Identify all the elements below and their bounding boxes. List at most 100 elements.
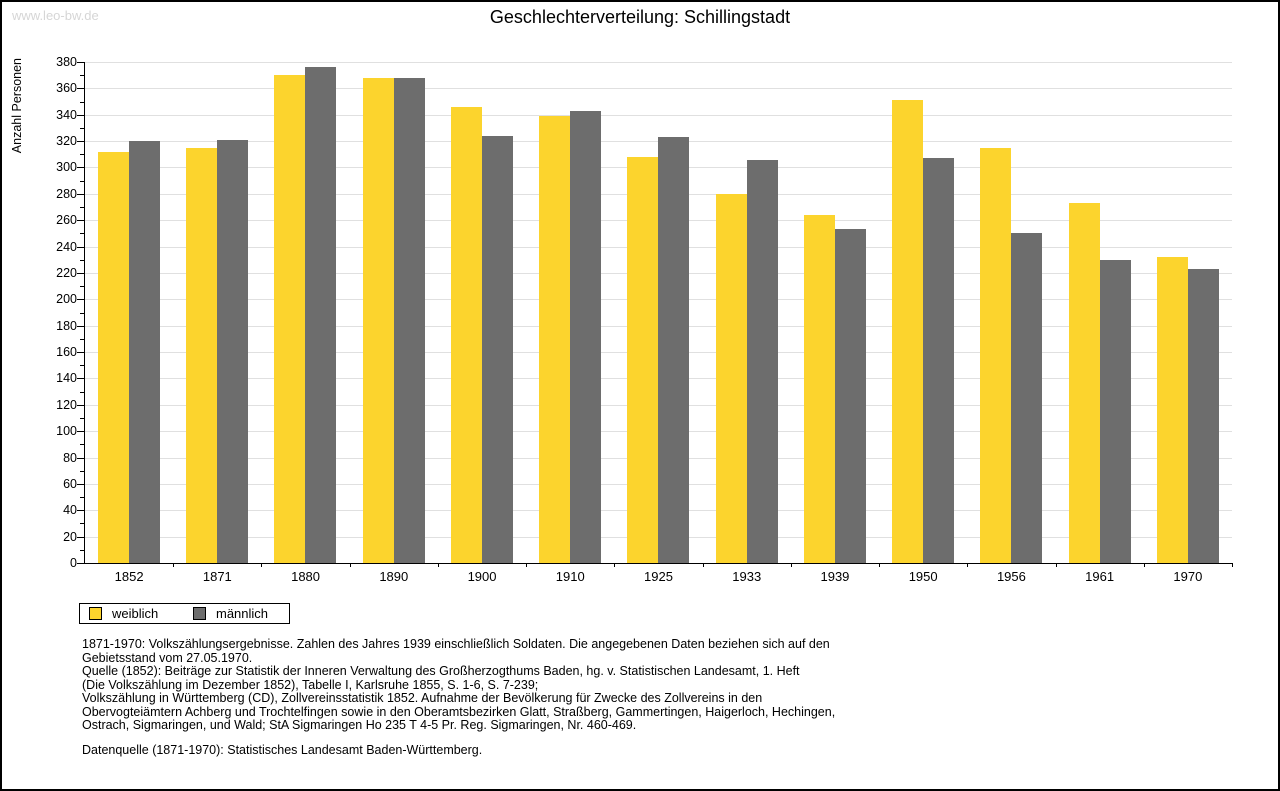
legend-swatch-weiblich <box>89 607 102 620</box>
y-tick <box>77 220 84 222</box>
y-minor-tick <box>80 127 84 129</box>
y-minor-tick <box>80 417 84 419</box>
bar-männlich-1852 <box>129 141 160 563</box>
y-tick <box>77 272 84 274</box>
bar-männlich-1950 <box>923 158 955 563</box>
y-minor-tick <box>80 338 84 340</box>
legend-label-weiblich: weiblich <box>112 606 159 621</box>
y-minor-tick <box>80 101 84 103</box>
gridline <box>85 62 1232 63</box>
bar-männlich-1939 <box>834 229 866 563</box>
bar-weiblich-1910 <box>539 116 571 563</box>
y-minor-tick <box>80 549 84 551</box>
bar-weiblich-1970 <box>1156 257 1188 563</box>
y-tick-label: 40 <box>63 503 77 518</box>
y-minor-tick <box>80 154 84 156</box>
y-minor-tick <box>80 470 84 472</box>
y-tick-label: 340 <box>56 107 77 122</box>
y-tick <box>77 141 84 143</box>
y-tick <box>77 431 84 433</box>
chart-title: Geschlechterverteilung: Schillingstadt <box>489 7 791 27</box>
gridline <box>85 114 1232 116</box>
y-tick <box>77 510 84 512</box>
bar-männlich-1925 <box>658 137 690 563</box>
y-tick-label: 180 <box>56 318 77 333</box>
y-tick-label: 300 <box>56 160 77 175</box>
x-tick <box>1056 563 1057 567</box>
gridline <box>85 88 1232 90</box>
y-minor-tick <box>80 365 84 367</box>
y-tick <box>77 167 84 169</box>
y-tick-label: 240 <box>56 239 77 254</box>
x-tick-label: 1956 <box>996 569 1026 584</box>
y-tick-label: 220 <box>56 265 77 280</box>
footer-line: (Die Volkszählung im Dezember 1852), Tab… <box>82 677 539 692</box>
x-tick <box>438 563 439 567</box>
y-minor-tick <box>80 180 84 182</box>
legend: weiblich männlich <box>79 603 290 624</box>
watermark: www.leo-bw.de <box>12 8 99 23</box>
footer-line: Quelle (1852): Beiträge zur Statistik de… <box>82 664 800 678</box>
x-tick-label: 1933 <box>732 569 762 584</box>
x-tick-label: 1852 <box>114 569 144 584</box>
x-tick <box>791 563 792 567</box>
x-tick <box>526 563 527 567</box>
x-tick-label: 1961 <box>1085 569 1115 584</box>
y-tick <box>77 62 84 63</box>
bar-weiblich-1900 <box>450 106 482 563</box>
bar-weiblich-1890 <box>362 77 394 563</box>
x-tick <box>350 563 351 567</box>
x-tick <box>614 563 615 567</box>
x-tick-label: 1950 <box>908 569 938 584</box>
footer-line: Volkszählung in Württemberg (CD), Zollve… <box>82 691 763 705</box>
y-tick-label: 360 <box>56 81 77 96</box>
y-minor-tick <box>80 259 84 261</box>
bar-männlich-1961 <box>1099 259 1131 563</box>
y-minor-tick <box>80 391 84 393</box>
y-tick-label: 140 <box>56 371 77 386</box>
y-tick <box>77 325 84 327</box>
y-tick-label: 0 <box>70 556 77 570</box>
y-tick-label: 80 <box>63 450 77 465</box>
y-tick-label: 260 <box>56 213 77 228</box>
bar-männlich-1910 <box>570 110 602 563</box>
bar-weiblich-1933 <box>715 193 747 563</box>
y-tick-label: 280 <box>56 186 77 201</box>
footer-line: Gebietsstand vom 27.05.1970. <box>82 650 253 665</box>
y-minor-tick <box>80 233 84 235</box>
x-tick <box>261 563 262 567</box>
x-tick-label: 1970 <box>1173 569 1203 584</box>
x-tick-label: 1910 <box>555 569 585 584</box>
footer-notes: 1871-1970: Volkszählungsergebnisse. Zahl… <box>82 637 836 733</box>
legend-swatch-maennlich <box>193 607 206 620</box>
x-tick <box>1144 563 1145 567</box>
y-tick <box>77 483 84 485</box>
y-tick-label: 200 <box>56 292 77 307</box>
x-tick-label: 1900 <box>467 569 497 584</box>
y-tick <box>77 193 84 195</box>
y-minor-tick <box>80 497 84 499</box>
y-tick-label: 20 <box>63 529 77 544</box>
legend-label-maennlich: männlich <box>216 606 269 621</box>
y-tick <box>77 114 84 116</box>
x-tick-label: 1925 <box>644 569 673 584</box>
footer-line: 1871-1970: Volkszählungsergebnisse. Zahl… <box>82 637 830 651</box>
y-tick <box>77 536 84 538</box>
y-axis-title: Anzahl Personen <box>10 58 24 154</box>
y-minor-tick <box>80 207 84 209</box>
bar-männlich-1956 <box>1011 233 1043 563</box>
x-tick-label: 1939 <box>820 569 850 584</box>
bar-männlich-1970 <box>1187 269 1219 563</box>
y-minor-tick <box>80 444 84 446</box>
x-tick <box>1232 563 1233 567</box>
x-tick <box>967 563 968 567</box>
x-tick <box>703 563 704 567</box>
y-tick-label: 160 <box>56 345 77 360</box>
bar-männlich-1890 <box>393 77 425 563</box>
y-tick <box>77 563 84 564</box>
x-tick-label: 1890 <box>379 569 409 584</box>
y-tick-label: 60 <box>63 476 77 491</box>
footer-line: Obervogteiämtern Achberg und Trochtelfin… <box>82 704 836 719</box>
y-minor-tick <box>80 312 84 314</box>
